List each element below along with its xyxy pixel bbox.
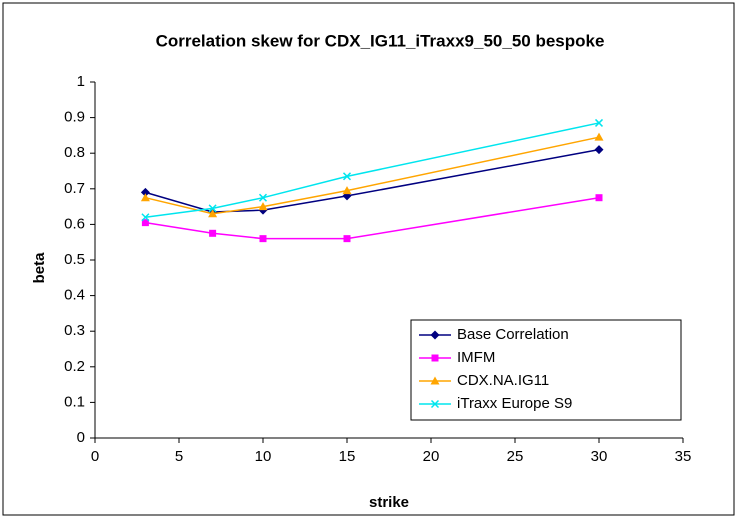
- legend-label: CDX.NA.IG11: [457, 372, 549, 389]
- marker: [208, 204, 217, 213]
- x-tick-label: 0: [91, 448, 99, 465]
- marker: [430, 399, 440, 409]
- x-tick-label: 20: [423, 448, 440, 465]
- marker: [141, 219, 149, 227]
- x-tick-label: 35: [675, 448, 692, 465]
- legend-label: IMFM: [457, 349, 495, 366]
- marker: [258, 193, 268, 202]
- x-tick-label: 10: [255, 448, 272, 465]
- legend-box: [410, 319, 682, 421]
- x-tick-label: 25: [507, 448, 524, 465]
- marker: [594, 145, 604, 155]
- legend: Base Correlation IMFM CDX.NA.IG11 iTraxx Eu…: [410, 319, 682, 421]
- marker: [431, 354, 439, 362]
- y-tick-label: 1: [77, 73, 85, 90]
- y-tick-label: 0.1: [64, 393, 85, 410]
- marker: [140, 187, 150, 197]
- y-tick-label: 0.3: [64, 322, 85, 339]
- y-tick-label: 0.7: [64, 180, 85, 197]
- x-axis-title: strike: [369, 494, 409, 511]
- chart-title: Correlation skew for CDX_IG11_iTraxx9_50…: [156, 31, 605, 50]
- y-tick-label: 0.9: [64, 109, 85, 126]
- marker: [594, 132, 604, 141]
- x-tick-label: 15: [339, 448, 356, 465]
- marker: [343, 235, 351, 243]
- marker: [595, 194, 603, 202]
- marker: [342, 172, 352, 181]
- y-axis-title: beta: [31, 252, 48, 284]
- x-tick-label: 30: [591, 448, 608, 465]
- y-tick-label: 0: [77, 429, 85, 446]
- marker: [208, 209, 218, 218]
- marker: [594, 118, 604, 127]
- marker: [430, 330, 440, 340]
- marker: [430, 376, 440, 385]
- legend-label: iTraxx Europe S9: [457, 395, 572, 412]
- marker: [259, 235, 267, 243]
- y-tick-label: 0.4: [64, 287, 85, 304]
- y-tick-label: 0.5: [64, 251, 85, 268]
- x-tick-label: 5: [175, 448, 183, 465]
- y-tick-label: 0.8: [64, 144, 85, 161]
- y-tick-label: 0.2: [64, 358, 85, 375]
- legend-label: Base Correlation: [457, 326, 569, 343]
- marker: [140, 193, 150, 202]
- marker: [141, 213, 150, 222]
- marker: [209, 229, 217, 237]
- marker: [342, 186, 352, 195]
- marker: [258, 202, 268, 211]
- y-tick-label: 0.6: [64, 215, 85, 232]
